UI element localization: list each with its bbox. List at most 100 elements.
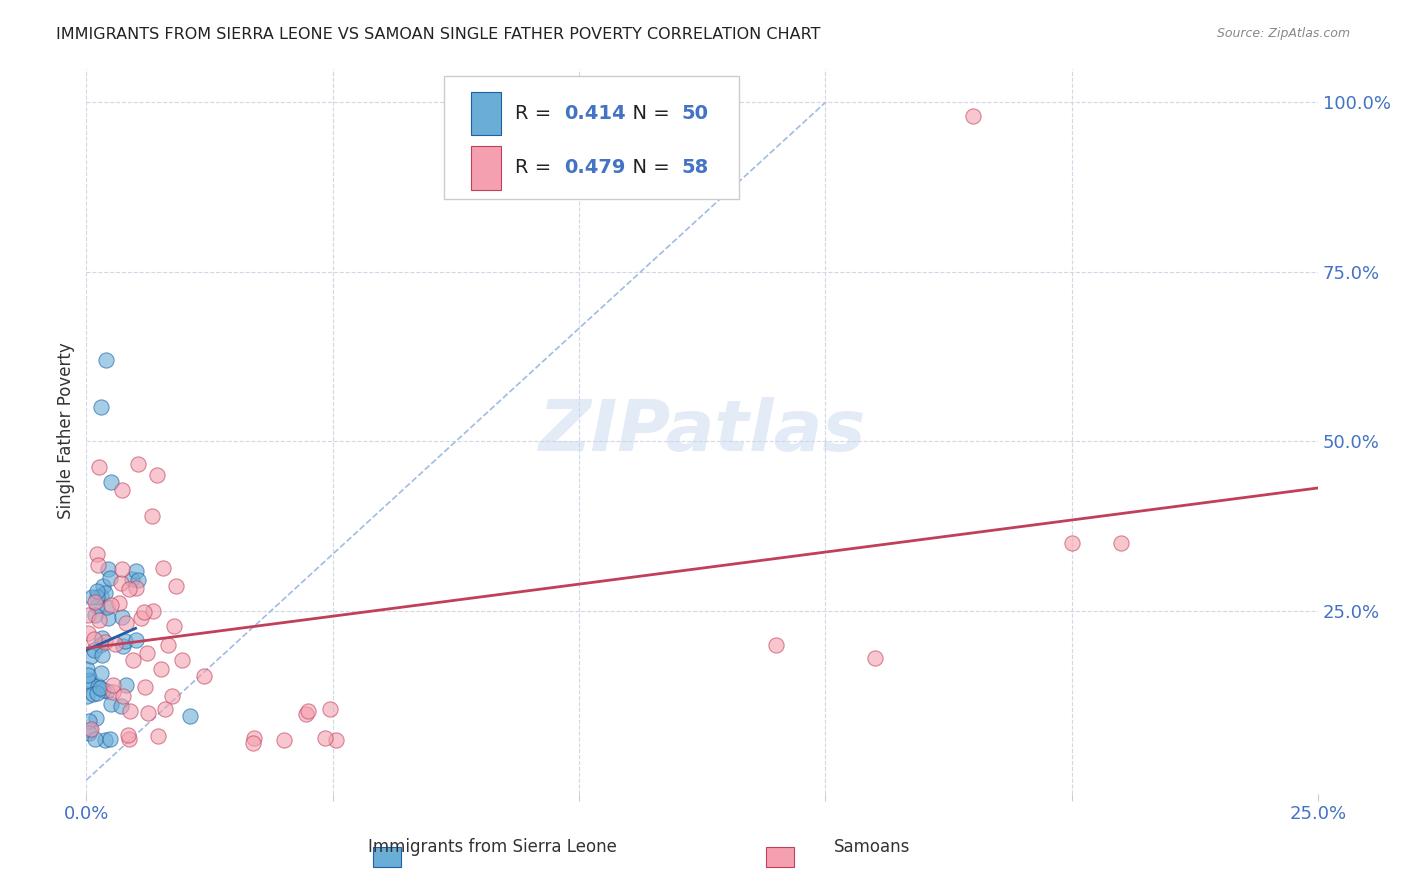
Point: [125, 564, 148, 578]
Point: [121, 572, 143, 586]
Point: [80, 591, 103, 605]
Point: [127, 573, 149, 587]
Point: [87, 558, 110, 572]
Text: IMMIGRANTS FROM SIERRA LEONE VS SAMOAN SINGLE FATHER POVERTY CORRELATION CHART: IMMIGRANTS FROM SIERRA LEONE VS SAMOAN S…: [56, 27, 821, 42]
Point: [120, 704, 142, 718]
Point: [98, 571, 121, 585]
Point: [121, 653, 143, 667]
Point: [135, 646, 157, 660]
Point: [100, 731, 122, 746]
Point: [83, 595, 105, 609]
Point: [319, 702, 342, 716]
Point: [76, 689, 98, 703]
Point: [89, 681, 111, 695]
Point: [89, 460, 111, 475]
Point: [110, 699, 132, 714]
Text: 0.414: 0.414: [564, 104, 626, 123]
Point: [79, 723, 101, 738]
FancyBboxPatch shape: [471, 146, 502, 190]
Point: [1060, 536, 1083, 550]
Point: [77, 714, 100, 728]
Point: [83, 732, 105, 747]
Point: [87, 679, 110, 693]
Text: 58: 58: [682, 159, 709, 178]
Point: [97, 611, 120, 625]
Point: [117, 728, 139, 742]
Point: [134, 605, 156, 619]
Point: [86, 599, 108, 614]
Point: [172, 652, 194, 666]
Point: [273, 732, 295, 747]
Point: [112, 639, 135, 653]
Point: [101, 684, 124, 698]
Point: [114, 634, 136, 648]
Point: [86, 686, 108, 700]
Point: [83, 643, 105, 657]
Point: [136, 706, 159, 721]
Point: [90, 590, 112, 604]
Point: [134, 680, 156, 694]
Point: [96, 600, 118, 615]
Point: [104, 637, 127, 651]
Point: [86, 590, 108, 604]
Text: Source: ZipAtlas.com: Source: ZipAtlas.com: [1216, 27, 1350, 40]
Point: [84, 608, 107, 623]
Text: R =: R =: [515, 159, 557, 178]
Text: Samoans: Samoans: [834, 838, 910, 856]
FancyBboxPatch shape: [471, 92, 502, 136]
Point: [76, 626, 98, 640]
Point: [111, 483, 134, 498]
Point: [94, 732, 117, 747]
Point: [297, 704, 319, 718]
Point: [114, 615, 136, 630]
Point: [962, 109, 984, 123]
Point: [863, 651, 886, 665]
Point: [111, 689, 134, 703]
Point: [148, 730, 170, 744]
Point: [91, 648, 114, 662]
Point: [243, 731, 266, 745]
Point: [118, 582, 141, 596]
Point: [325, 733, 347, 747]
FancyBboxPatch shape: [443, 76, 740, 199]
Point: [89, 638, 111, 652]
Point: [107, 596, 129, 610]
Text: N =: N =: [620, 159, 676, 178]
Point: [79, 673, 101, 687]
Point: [83, 632, 105, 646]
Point: [93, 579, 115, 593]
Point: [80, 648, 103, 663]
Point: [90, 632, 112, 646]
Point: [94, 635, 117, 649]
Text: R =: R =: [515, 104, 557, 123]
Point: [117, 731, 139, 746]
Point: [114, 678, 136, 692]
Point: [127, 458, 149, 472]
Point: [110, 575, 132, 590]
Text: 50: 50: [682, 104, 709, 123]
Text: ZIPatlas: ZIPatlas: [538, 397, 866, 466]
Point: [125, 581, 148, 595]
Point: [76, 668, 98, 682]
Point: [100, 475, 122, 489]
Point: [86, 583, 108, 598]
Point: [295, 707, 318, 722]
Point: [100, 598, 122, 612]
Point: [165, 579, 187, 593]
Point: [314, 731, 336, 745]
Point: [124, 633, 146, 648]
Point: [86, 711, 108, 725]
Point: [76, 607, 98, 622]
Point: [141, 508, 163, 523]
Point: [765, 638, 787, 652]
Point: [96, 684, 118, 698]
Point: [1109, 536, 1132, 550]
Point: [155, 702, 177, 716]
Point: [86, 547, 108, 561]
Point: [129, 611, 152, 625]
Point: [150, 662, 173, 676]
Point: [111, 610, 134, 624]
Point: [77, 725, 100, 739]
Point: [242, 735, 264, 749]
Point: [82, 688, 104, 702]
